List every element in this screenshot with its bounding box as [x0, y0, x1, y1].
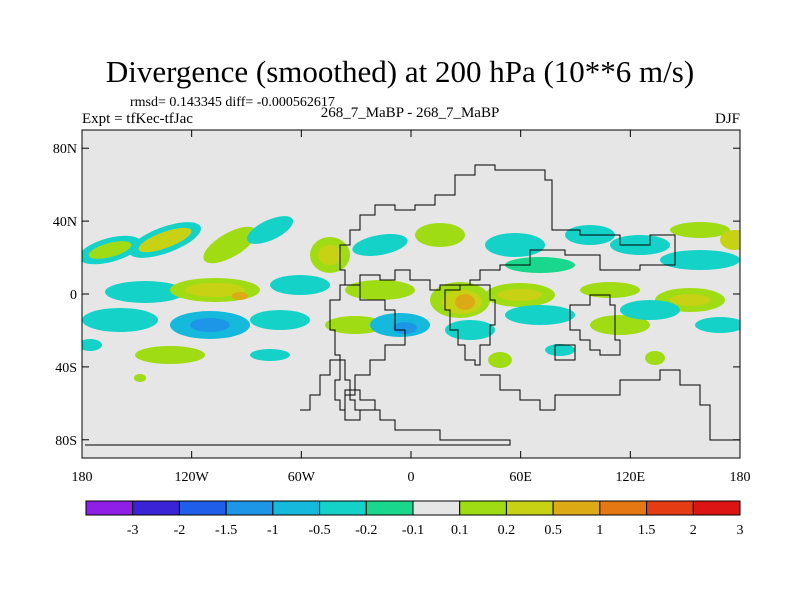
colorbar-label: 0.5 [544, 523, 562, 538]
colorbar-swatch [178, 500, 227, 516]
coastlines [85, 164, 740, 446]
colorbar-label: -3 [127, 523, 139, 538]
experiment-label: Expt = tfKec-tfJac [82, 111, 193, 127]
colorbar-label: -0.5 [308, 523, 330, 538]
x-tick-label: 180 [72, 470, 93, 485]
colorbar-label: 2 [690, 523, 697, 538]
colorbar-label: 3 [737, 523, 744, 538]
colorbar-swatch [272, 500, 321, 516]
colorbar-label: -2 [174, 523, 186, 538]
colorbar-swatch [412, 500, 461, 516]
y-tick-label: 40S [55, 361, 77, 376]
colorbar-swatch [692, 500, 741, 516]
season-label: DJF [714, 111, 740, 127]
colorbar: -3 -2 -1.5 -1 -0.5 -0.2 -0.1 0.1 0.2 0.5 1 1.5 2 3 [85, 500, 744, 538]
x-tick-label: 60E [509, 470, 532, 485]
y-tick-label: 40N [53, 215, 77, 230]
x-tick-label: 60W [288, 470, 316, 485]
x-tick-label: 0 [408, 470, 415, 485]
colorbar-label: 0.2 [498, 523, 516, 538]
x-tick-label: 120E [616, 470, 646, 485]
colorbar-label: -1 [267, 523, 279, 538]
colorbar-label: 1.5 [638, 523, 656, 538]
colorbar-swatch [459, 500, 507, 516]
colorbar-swatch [365, 500, 414, 516]
colorbar-swatch [505, 500, 554, 516]
y-tick-label: 80N [53, 142, 77, 157]
stats-label: rmsd= 0.143345 diff= -0.000562617 [130, 95, 335, 110]
colorbar-label: -1.5 [215, 523, 237, 538]
axis-ticks: 180 120W 60W 0 60E 120E 180 80N 40N 0 40S 80S [53, 130, 751, 485]
page-title: Divergence (smoothed) at 200 hPa (10**6 … [105, 54, 695, 89]
colorbar-label: -0.1 [402, 523, 424, 538]
y-tick-label: 0 [70, 288, 77, 303]
colorbar-swatch [319, 500, 367, 516]
colorbar-label: -0.2 [355, 523, 377, 538]
colorbar-label: 1 [596, 523, 603, 538]
colorbar-swatch [132, 500, 180, 516]
colorbar-label: 0.1 [451, 523, 469, 538]
x-tick-label: 180 [730, 470, 751, 485]
run-label: 268_7_MaBP - 268_7_MaBP [320, 105, 500, 121]
colorbar-swatch [85, 500, 134, 516]
colorbar-swatch [599, 500, 648, 516]
colorbar-swatch [552, 500, 601, 516]
colorbar-swatch [646, 500, 694, 516]
divergence-field [82, 216, 740, 382]
x-tick-label: 120W [175, 470, 210, 485]
y-tick-label: 80S [55, 434, 77, 449]
colorbar-swatch [225, 500, 274, 516]
